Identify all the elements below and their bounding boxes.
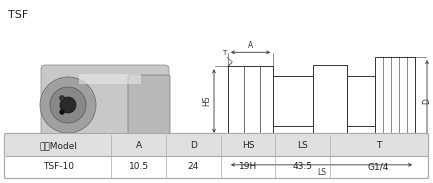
- Text: LS: LS: [317, 168, 326, 177]
- Circle shape: [59, 109, 65, 115]
- Text: HS: HS: [242, 141, 254, 150]
- Text: A: A: [248, 41, 253, 50]
- Text: HS: HS: [202, 96, 211, 106]
- Text: 43.5: 43.5: [293, 162, 313, 171]
- Text: A: A: [136, 141, 142, 150]
- Circle shape: [60, 97, 76, 113]
- Circle shape: [50, 87, 86, 123]
- Text: 24: 24: [188, 162, 199, 171]
- Text: TSF: TSF: [8, 10, 28, 20]
- FancyBboxPatch shape: [79, 74, 141, 84]
- Text: LS: LS: [297, 141, 308, 150]
- Text: G1/4: G1/4: [368, 162, 389, 171]
- Text: 19H: 19H: [239, 162, 257, 171]
- Text: 10.5: 10.5: [129, 162, 149, 171]
- FancyBboxPatch shape: [4, 134, 429, 178]
- Circle shape: [59, 96, 65, 100]
- Text: TSF-10: TSF-10: [43, 162, 74, 171]
- Text: D: D: [422, 98, 431, 104]
- FancyBboxPatch shape: [128, 75, 170, 135]
- Text: 型号Model: 型号Model: [40, 141, 78, 150]
- FancyBboxPatch shape: [5, 134, 428, 157]
- Text: D: D: [190, 141, 197, 150]
- Text: A: A: [248, 149, 253, 158]
- Circle shape: [40, 77, 96, 133]
- Text: T: T: [222, 50, 226, 56]
- Text: T: T: [376, 141, 381, 150]
- Text: D: D: [432, 96, 433, 106]
- FancyBboxPatch shape: [41, 65, 169, 145]
